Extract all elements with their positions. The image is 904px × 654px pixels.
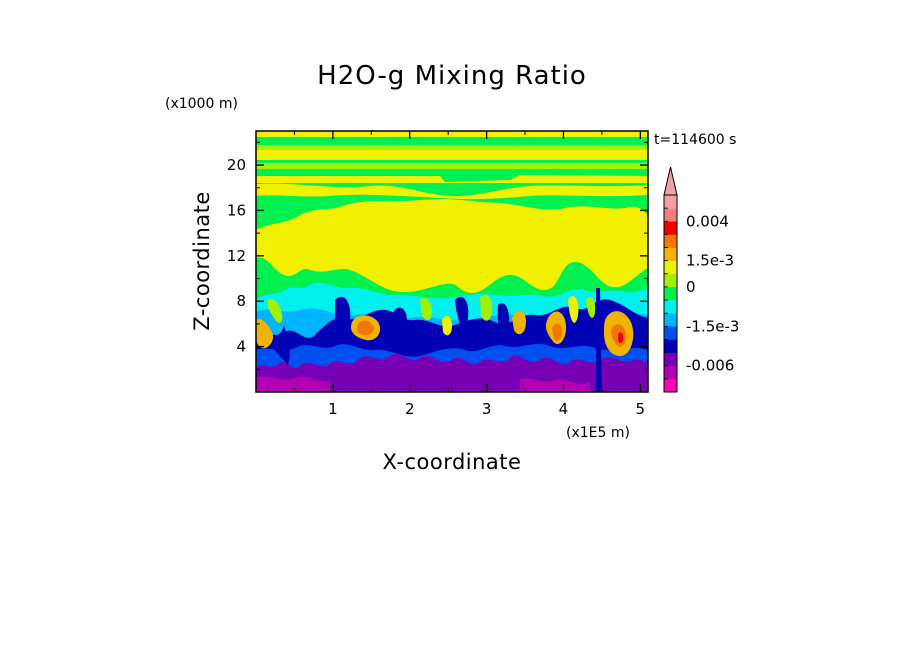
colorbar-label: 1.5e-3 <box>686 252 734 270</box>
purple-patch <box>430 370 486 386</box>
band-yellowgreen <box>256 145 648 150</box>
colorbar-swatch <box>664 378 677 393</box>
colorbar-swatch <box>664 208 677 222</box>
colorbar-arrow <box>663 166 678 196</box>
colorbar-label: 0 <box>686 278 696 296</box>
colorbar-swatch <box>664 300 677 314</box>
magenta-patch <box>256 376 330 392</box>
colorbar-swatch <box>664 339 677 353</box>
colorbar-label: -1.5e-3 <box>686 317 739 335</box>
x-tick-label: 2 <box>405 400 415 418</box>
colorbar-swatch <box>664 365 677 380</box>
contour-field <box>256 131 648 392</box>
colorbar-swatch <box>664 273 677 288</box>
plot-frame <box>255 130 649 393</box>
y-tick-label: 4 <box>236 338 246 356</box>
chart-title: H2O-g Mixing Ratio <box>317 61 587 91</box>
magenta-patch-2 <box>520 378 590 392</box>
colorbar-swatch <box>664 286 677 301</box>
colorbar-swatch <box>664 326 677 340</box>
band-yellow-2 <box>256 150 648 160</box>
x-tick-label: 4 <box>559 400 569 418</box>
x-axis: 1 2 3 4 5 <box>293 131 646 418</box>
colorbar-label: -0.006 <box>686 357 734 375</box>
x-unit-label: (x1E5 m) <box>566 425 630 441</box>
colorbar-swatch <box>664 313 677 327</box>
plume-1 <box>256 319 274 349</box>
band-yellow-top <box>256 131 648 137</box>
y-tick-label: 20 <box>227 156 246 174</box>
plume-3 <box>512 310 526 335</box>
y-tick-label: 16 <box>227 201 246 219</box>
y-tick-label: 12 <box>227 247 246 265</box>
colorbar: 0.004 1.5e-3 0 -1.5e-3 -0.006 <box>663 166 739 393</box>
y-unit-label: (x1000 m) <box>165 96 238 112</box>
colorbar-frame <box>663 194 678 393</box>
x-tick-label: 5 <box>636 400 646 418</box>
colorbar-swatch <box>664 260 677 275</box>
colorbar-label: 0.004 <box>686 212 729 230</box>
colorbar-swatch <box>664 352 677 367</box>
band-yellowgreen-2 <box>256 163 648 169</box>
colorbar-swatch <box>664 247 677 261</box>
time-label: t=114600 s <box>654 132 736 148</box>
upper-yellow-region <box>256 199 648 294</box>
band-yellow-4 <box>256 183 648 200</box>
x-tick-label: 1 <box>328 400 338 418</box>
band-yellow-3 <box>256 175 648 183</box>
colorbar-swatch <box>664 234 677 248</box>
x-tick-label: 3 <box>482 400 492 418</box>
y-axis: 4 8 12 16 20 <box>227 141 648 370</box>
y-axis-title: Z-coordinate <box>190 191 214 331</box>
y-tick-label: 8 <box>236 292 246 310</box>
colorbar-swatch <box>664 221 677 235</box>
colorbar-swatch <box>664 195 677 209</box>
x-axis-title: X-coordinate <box>383 450 522 474</box>
